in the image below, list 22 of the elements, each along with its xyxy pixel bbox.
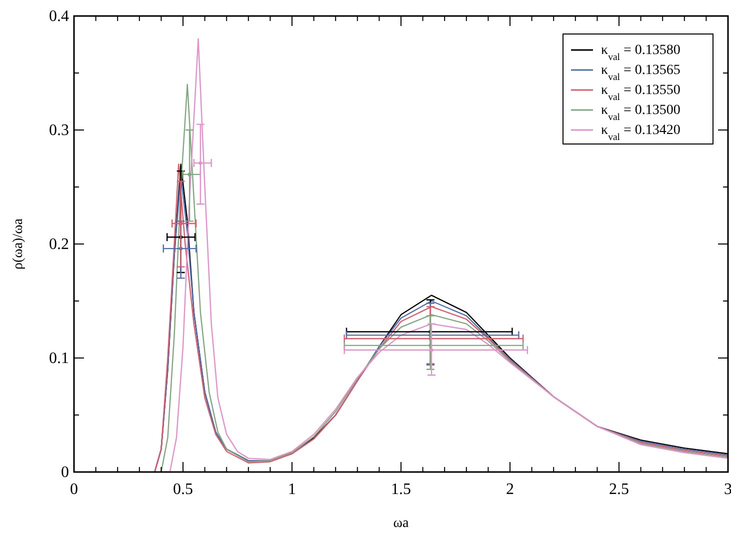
y-tick-label: 0.2 <box>49 236 69 253</box>
x-tick-label: 1.5 <box>391 481 411 498</box>
x-tick-label: 3 <box>724 481 731 498</box>
y-tick-label: 0.3 <box>49 122 69 139</box>
legend-label: κ$_{val}$ = 0.13565 <box>601 63 680 82</box>
point <box>430 348 434 352</box>
legend-label: κ$_{val}$ = 0.13580 <box>601 43 680 62</box>
x-axis-title: ωa <box>393 516 410 531</box>
y-tick-label: 0.1 <box>49 350 69 367</box>
x-tick-label: 0.5 <box>173 481 193 498</box>
y-tick-label: 0.4 <box>49 8 69 25</box>
legend-label: κ$_{val}$ = 0.13550 <box>601 83 680 102</box>
point <box>188 172 192 176</box>
y-axis-title: ρ(ωa)/ωa <box>11 218 26 270</box>
x-tick-label: 2 <box>506 481 514 498</box>
legend-label: κ$_{val}$ = 0.13500 <box>601 103 680 122</box>
x-tick-label: 1 <box>288 481 296 498</box>
legend-label: κ$_{val}$ = 0.13420 <box>601 123 680 142</box>
point <box>179 222 183 226</box>
y-tick-label: 0 <box>61 464 69 481</box>
x-tick-label: 2.5 <box>609 481 629 498</box>
point <box>198 161 202 165</box>
